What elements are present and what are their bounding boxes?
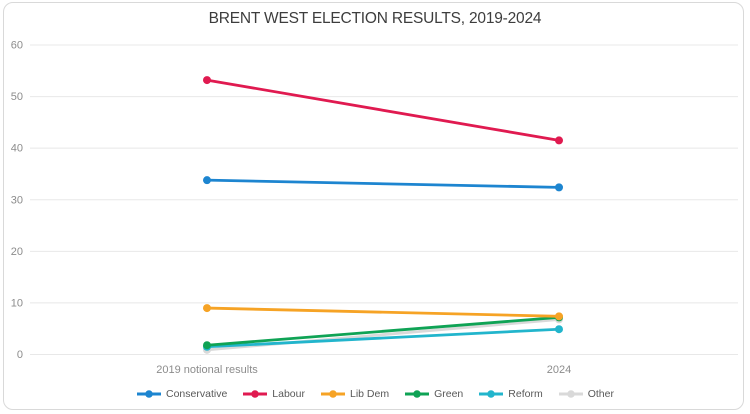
y-tick-label-0: 0: [17, 349, 23, 361]
y-tick-label-40: 40: [11, 143, 23, 155]
legend-item-green: Green: [404, 388, 463, 400]
series-line-conservative: [205, 178, 561, 189]
legend-item-conservative: Conservative: [136, 388, 227, 400]
legend-marker-icon-conservative: [137, 390, 161, 398]
series-point-green-1: [203, 341, 211, 350]
y-tick-label-20: 20: [11, 246, 23, 258]
chart-title: BRENT WEST ELECTION RESULTS, 2019-2024: [208, 10, 542, 27]
legend-marker-icon-green: [405, 390, 430, 398]
legend-label-lib-dem: Lib Dem: [349, 388, 390, 400]
chart-frame: [3, 2, 744, 410]
series-point-conservative-1: [203, 176, 211, 185]
y-tick-label-10: 10: [11, 297, 23, 309]
legend-label-reform: Reform: [508, 388, 543, 400]
legend-item-labour: Labour: [242, 388, 305, 400]
legend-marker-icon-lib-dem: [320, 390, 345, 398]
legend-label-green: Green: [434, 388, 464, 400]
legend-marker-icon-reform: [479, 390, 504, 398]
y-tick-label-30: 30: [11, 194, 23, 206]
series-point-reform-2: [555, 325, 563, 334]
x-tick-label-2: 2024: [547, 364, 571, 376]
legend-item-reform: Reform: [478, 388, 543, 400]
series-point-labour-2: [555, 136, 563, 145]
legend-label-labour: Labour: [272, 388, 305, 400]
legend-label-conservative: Conservative: [166, 388, 228, 400]
series-line-reform: [205, 327, 561, 349]
x-tick-label-1: 2019 notional results: [156, 364, 258, 376]
series-point-labour-1: [203, 76, 211, 85]
legend-item-lib-dem: Lib Dem: [320, 388, 389, 400]
y-tick-label-50: 50: [11, 91, 23, 103]
legend-item-other: Other: [558, 388, 614, 400]
series-line-lib-dem: [205, 306, 561, 318]
chart-legend: Conservative Labour Lib Dem Green Reform Othe…: [0, 388, 750, 400]
legend-marker-icon-other: [558, 390, 583, 398]
series-point-conservative-2: [555, 183, 563, 192]
series-point-lib-dem-1: [203, 304, 211, 313]
series-line-labour: [205, 78, 561, 142]
legend-marker-icon-labour: [243, 390, 268, 398]
legend-label-other: Other: [587, 388, 614, 400]
series-point-lib-dem-2: [555, 312, 563, 321]
series-line-green: [205, 315, 561, 347]
y-tick-label-60: 60: [11, 40, 23, 52]
